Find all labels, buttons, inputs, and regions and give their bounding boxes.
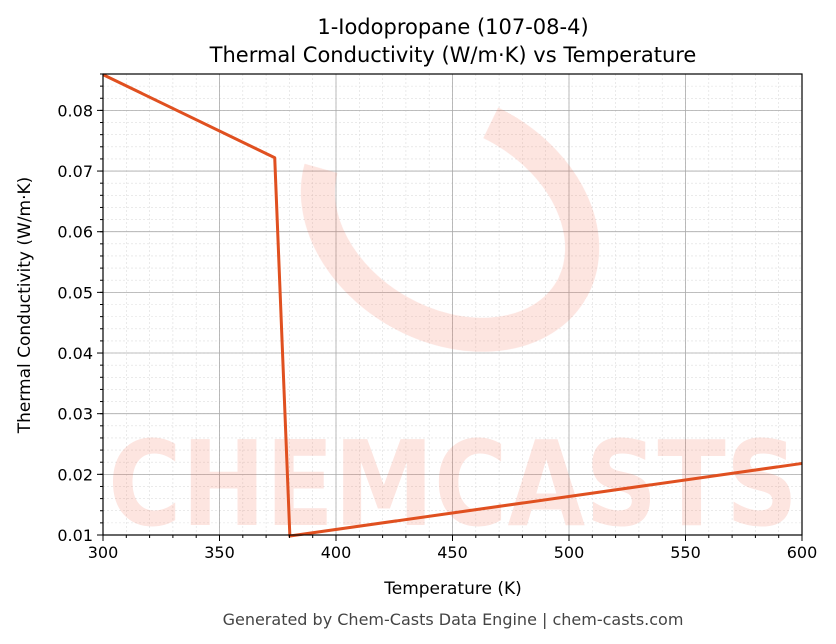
grid: [102, 73, 803, 536]
series-layer: [102, 73, 803, 538]
y-tick-label: 0.07: [57, 162, 93, 181]
y-tick-label: 0.04: [57, 344, 93, 363]
y-tick-label: 0.06: [57, 223, 93, 242]
x-tick-label: 400: [321, 543, 352, 562]
y-tick-label: 0.03: [57, 405, 93, 424]
x-tick-label: 550: [670, 543, 701, 562]
y-tick-label: 0.01: [57, 526, 93, 545]
ticks: 300 350 400 450 500 550 600 0.01 0.02 0.03 0.04 0.0…: [57, 73, 818, 562]
chart-subtitle: Thermal Conductivity (W/m·K) vs Temperat…: [209, 43, 697, 67]
watermark-text: CHEMCASTS: [108, 415, 798, 553]
chart-title: 1-Iodopropane (107-08-4): [317, 15, 588, 39]
watermark: CHEMCASTS: [108, 88, 798, 553]
x-tick-label: 500: [554, 543, 585, 562]
x-axis-label: Temperature (K): [383, 579, 522, 599]
x-tick-label: 600: [787, 543, 818, 562]
x-tick-label: 350: [204, 543, 235, 562]
series-line: [102, 73, 803, 538]
y-tick-label: 0.08: [57, 101, 93, 120]
footer-text: Generated by Chem-Casts Data Engine | ch…: [223, 610, 684, 629]
x-tick-label: 300: [88, 543, 119, 562]
y-tick-label: 0.02: [57, 465, 93, 484]
y-axis-label: Thermal Conductivity (W/m·K): [15, 177, 35, 435]
x-tick-label: 450: [437, 543, 468, 562]
y-tick-label: 0.05: [57, 283, 93, 302]
